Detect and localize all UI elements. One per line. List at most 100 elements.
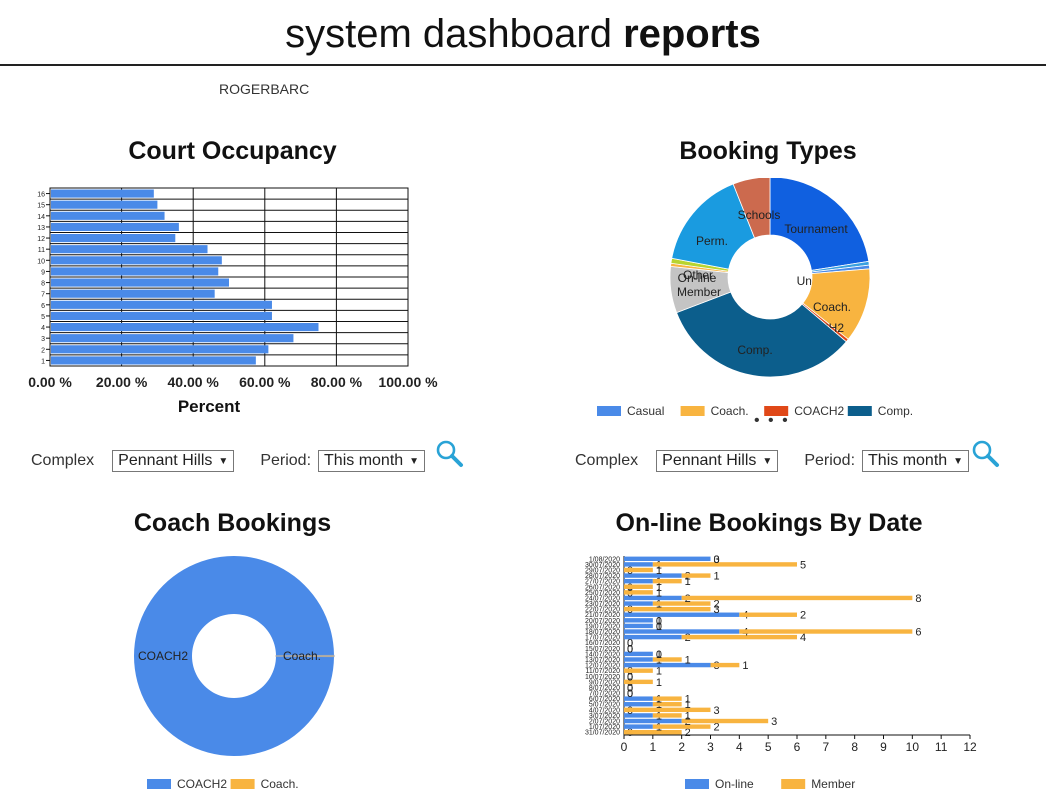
y-tick-label: 24/07/2020 — [585, 595, 620, 602]
slice-label: Comp. — [737, 343, 772, 357]
data-label: 0 — [627, 643, 633, 655]
legend-item: On-line — [685, 777, 754, 791]
data-label: 0 — [627, 638, 633, 650]
data-label: 6 — [915, 627, 921, 639]
bar — [51, 256, 222, 265]
bar — [681, 595, 913, 601]
bar — [624, 562, 653, 567]
legend-label: Casual — [627, 404, 664, 418]
slice-label: Tournament — [784, 222, 848, 236]
pie-slice — [676, 291, 847, 378]
court-occupancy-chart: 0.00 % 20.00 % 40.00 % 60.00 % 80.00 % 100.00… — [28, 187, 438, 416]
y-tick-label: 6/07/2020 — [589, 696, 620, 703]
bar — [624, 668, 653, 673]
magnifier-icon[interactable] — [970, 438, 1000, 468]
x-tick-label: 0 — [621, 740, 628, 754]
pie-slice — [732, 178, 771, 239]
bar — [624, 584, 653, 589]
bar — [624, 702, 653, 707]
x-tick-label: 5 — [765, 740, 772, 754]
court-occupancy-title: Court Occupancy — [128, 137, 337, 165]
data-label: 1 — [656, 587, 662, 599]
x-tick-label: 40.00 % — [168, 374, 220, 390]
bar — [624, 612, 740, 617]
bar — [624, 718, 682, 724]
complex-label: Complex — [31, 452, 95, 469]
coach-bookings-title: Coach Bookings — [133, 509, 332, 537]
bar — [51, 222, 179, 231]
y-tick-label: 31/07/2020 — [585, 730, 620, 737]
y-tick-label: 14 — [37, 214, 45, 221]
data-label: 0 — [627, 671, 633, 683]
title-light: system dashboard — [285, 12, 624, 56]
data-label: 3 — [771, 716, 777, 728]
y-tick-label: 7/07/2020 — [589, 691, 620, 698]
y-tick-label: 6 — [41, 303, 45, 310]
bar — [624, 623, 653, 629]
legend-swatch — [680, 406, 705, 416]
bar — [624, 651, 653, 657]
y-tick-label: 13 — [37, 225, 45, 232]
period-select-value: This month — [868, 452, 948, 469]
data-label: 0 — [627, 682, 633, 694]
y-tick-label: 29/07/2020 — [585, 567, 620, 574]
bar — [739, 612, 797, 617]
y-tick-label: 10/07/2020 — [585, 674, 620, 681]
bar — [624, 662, 711, 668]
legend-label: On-line — [715, 777, 754, 791]
y-tick-label: 30/07/2020 — [585, 562, 620, 569]
data-label: 1 — [685, 699, 691, 711]
data-label: 0 — [627, 638, 633, 650]
y-tick-label: 25/07/2020 — [585, 590, 620, 597]
period-select[interactable]: This month ▼ — [862, 450, 970, 472]
slice-label: Other — [683, 268, 713, 282]
dropdown-arrow-icon: ▼ — [953, 455, 964, 467]
legend-label: Member — [811, 777, 855, 791]
data-label: 5 — [800, 559, 806, 571]
period-label: Period: — [260, 452, 312, 469]
legend-more-indicator[interactable]: • • • — [754, 412, 790, 429]
bar — [51, 356, 256, 365]
bar — [624, 696, 653, 701]
data-label: 0 — [714, 554, 720, 566]
bar — [51, 278, 229, 287]
data-label: 2 — [800, 610, 806, 622]
data-label: 1 — [656, 666, 662, 678]
y-tick-label: 8/07/2020 — [589, 685, 620, 692]
data-label: 1 — [685, 710, 691, 722]
legend-swatch — [764, 406, 789, 416]
data-label: 1 — [714, 571, 720, 583]
period-label: Period: — [804, 452, 856, 469]
x-tick-label: 0.00 % — [28, 374, 72, 390]
x-tick-label: 11 — [935, 740, 948, 754]
y-tick-label: 14/07/2020 — [585, 651, 620, 658]
data-label: 1 — [656, 582, 662, 594]
magnifier-icon[interactable] — [434, 438, 464, 468]
bar — [652, 713, 682, 718]
bar — [624, 629, 740, 634]
legend-swatch — [781, 779, 806, 789]
y-tick-label: 16 — [37, 192, 45, 199]
title-bold: reports — [623, 12, 761, 56]
complex-select[interactable]: Pennant Hills ▼ — [656, 450, 779, 472]
x-tick-label: 1 — [649, 740, 656, 754]
legend-item: Comp. — [847, 404, 913, 418]
pie-slice — [133, 556, 334, 756]
legend-item: Coach. — [680, 404, 749, 418]
data-label: 3 — [714, 705, 720, 717]
slice-label: Schools — [738, 208, 781, 222]
bar — [51, 189, 154, 198]
period-select[interactable]: This month ▼ — [318, 450, 426, 472]
complex-select[interactable]: Pennant Hills ▼ — [112, 450, 235, 472]
legend-item: COACH2 — [147, 777, 227, 791]
y-tick-label: 15/07/2020 — [585, 646, 620, 653]
bar — [624, 556, 711, 561]
slice-label: Perm. — [696, 234, 728, 248]
bar — [51, 211, 165, 220]
data-label: 2 — [714, 722, 720, 734]
legend-label: Coach. — [261, 777, 299, 791]
data-label: 1 — [656, 649, 662, 661]
user-name: ROGERBARC — [219, 81, 310, 97]
bar — [51, 345, 269, 354]
x-tick-label: 60.00 % — [239, 374, 291, 390]
